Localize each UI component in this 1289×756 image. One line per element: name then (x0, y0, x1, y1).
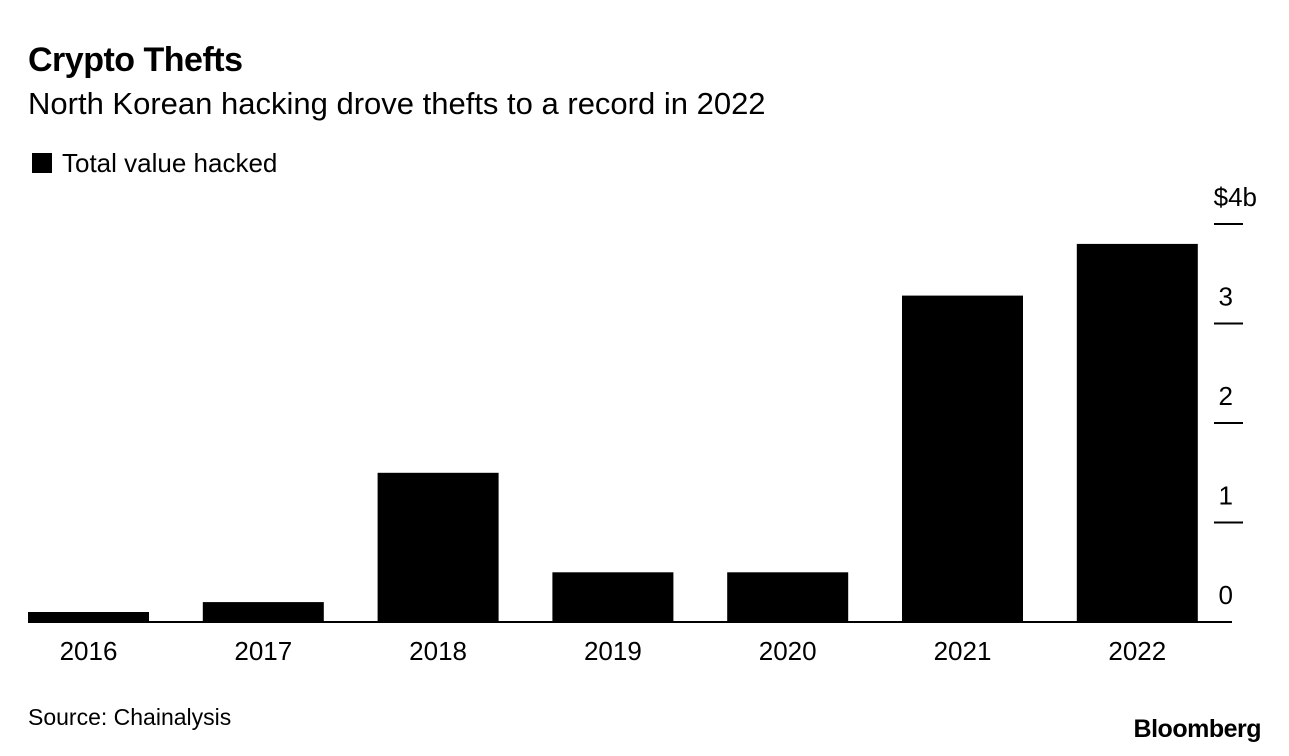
bar-2021 (902, 295, 1023, 622)
bar-2018 (377, 472, 499, 623)
x-tick-label-2021: 2021 (934, 636, 992, 666)
bar-2017 (202, 602, 324, 622)
x-tick-label-2022: 2022 (1108, 636, 1166, 666)
y-axis: 0 1 2 3 $4b (1214, 182, 1257, 610)
chart-subtitle: North Korean hacking drove thefts to a r… (28, 86, 766, 121)
x-tick-label-2019: 2019 (584, 636, 642, 666)
x-tick-label-2018: 2018 (409, 636, 467, 666)
bar-2016 (28, 612, 149, 622)
bar-2022 (1076, 243, 1198, 622)
legend: Total value hacked (32, 146, 277, 180)
bar-2019 (552, 572, 674, 623)
x-tick-label-2017: 2017 (234, 636, 292, 666)
x-tick-label-2020: 2020 (759, 636, 817, 666)
bars-group (28, 243, 1198, 623)
bar-2020 (727, 572, 849, 623)
bloomberg-logo: Bloomberg (1133, 715, 1262, 743)
x-tick-label-2016: 2016 (60, 636, 118, 666)
legend-swatch (32, 153, 52, 173)
chart-title: Crypto Thefts (28, 41, 243, 79)
y-tick-label-4: $4b (1214, 182, 1257, 212)
y-tick-label-0: 0 (1219, 580, 1233, 610)
y-tick-label-1: 1 (1219, 481, 1233, 511)
y-tick-label-2: 2 (1219, 381, 1233, 411)
bar-chart: 2016 2017 2018 2019 2020 2021 2022 0 1 2 3 $4b (28, 182, 1257, 666)
y-tick-label-3: 3 (1219, 282, 1233, 312)
source-note: Source: Chainalysis (28, 704, 232, 730)
x-tick-labels: 2016 2017 2018 2019 2020 2021 2022 (60, 636, 1167, 666)
legend-label: Total value hacked (62, 147, 278, 178)
